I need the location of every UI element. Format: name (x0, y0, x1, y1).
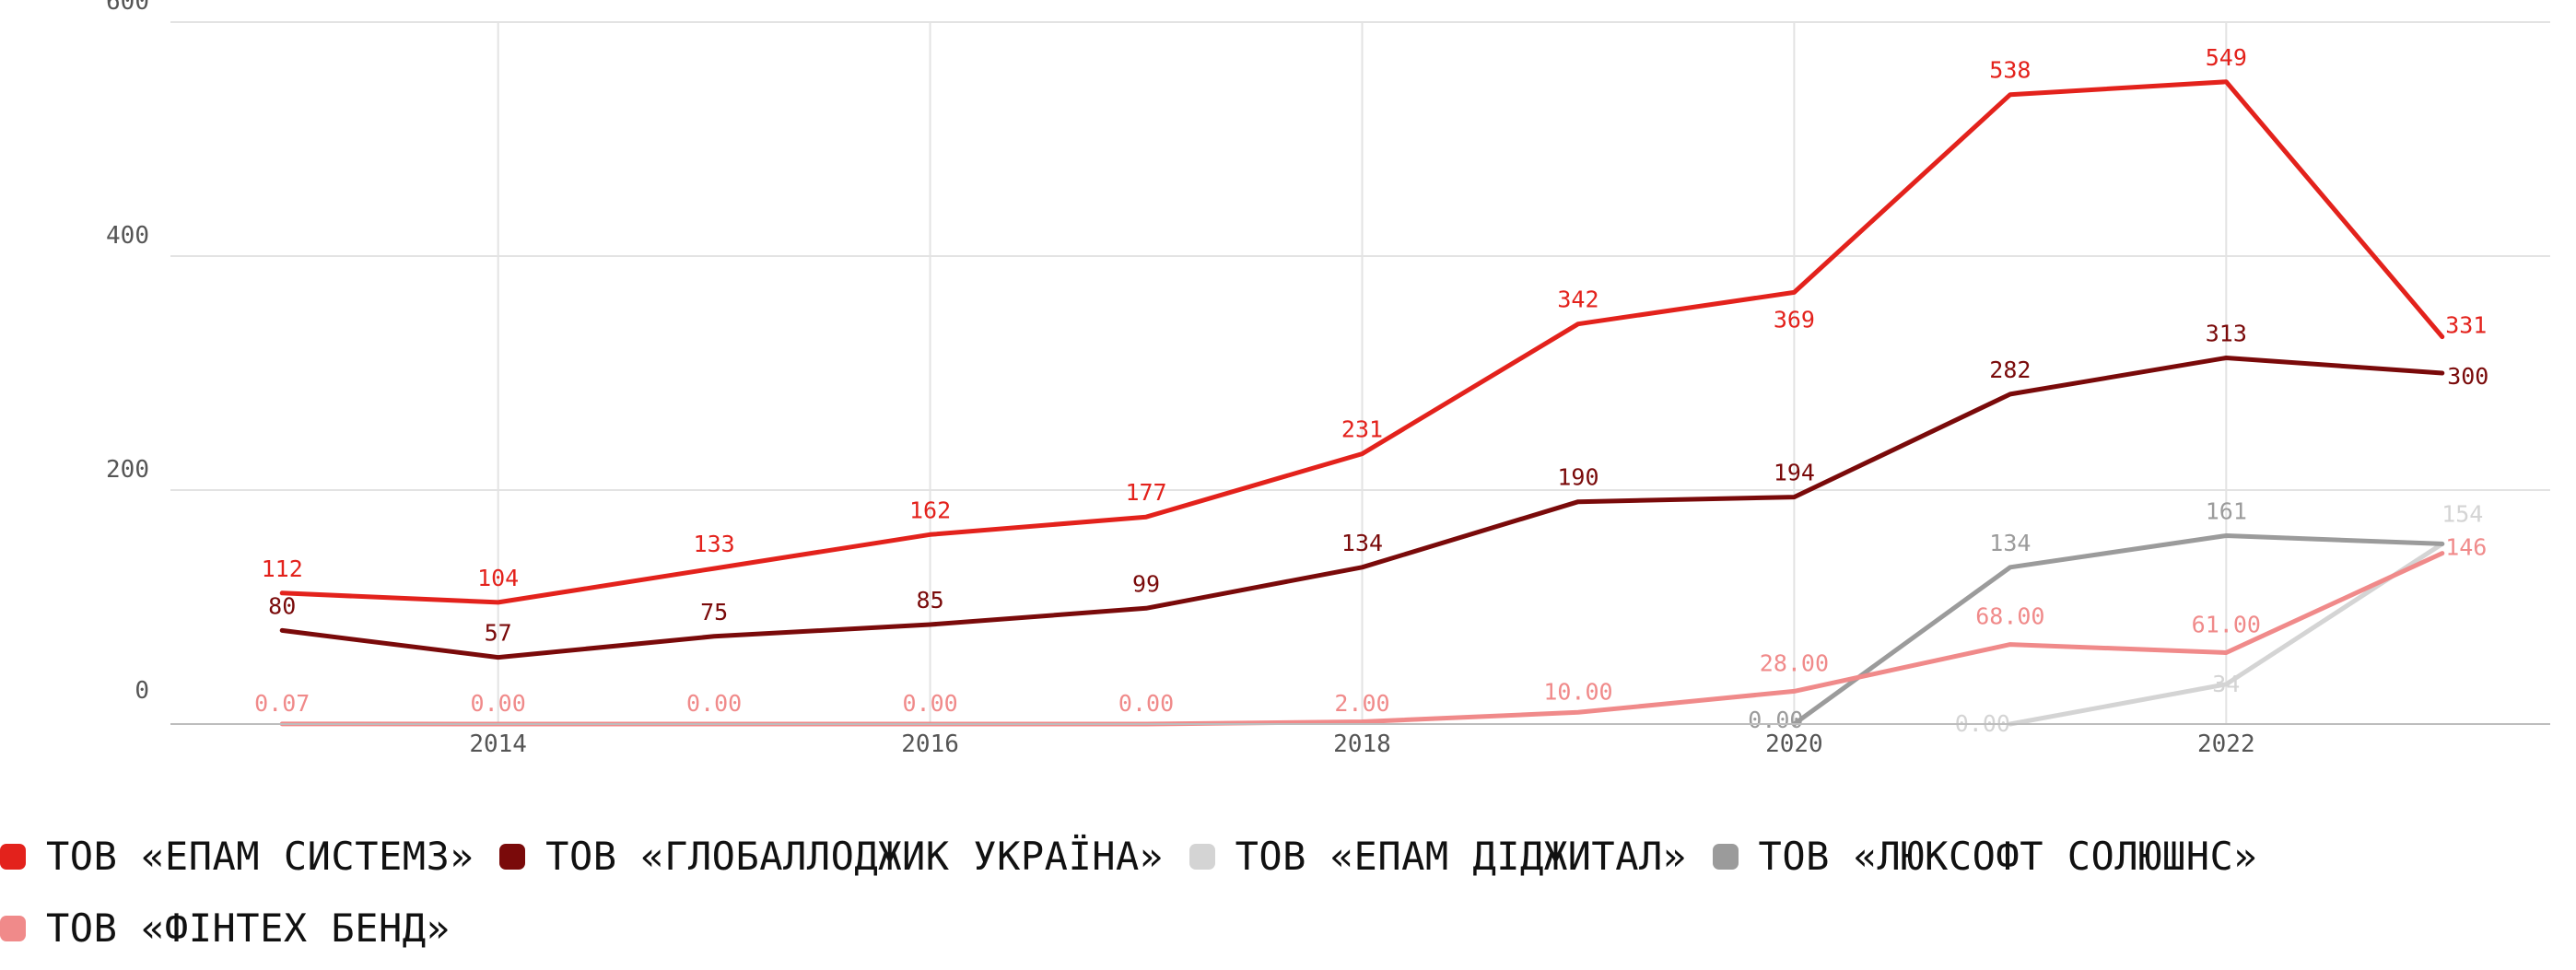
series-line (2008, 541, 2445, 727)
data-label: 68.00 (1975, 603, 2044, 630)
data-label: 28.00 (1760, 649, 1829, 676)
data-label: 0.00 (686, 690, 742, 717)
legend-label: ТОВ «ФІНТЕХ БЕНД» (46, 906, 451, 951)
x-tick-label: 2016 (901, 730, 959, 758)
data-label: 0.07 (254, 690, 310, 717)
data-label: 104 (477, 565, 519, 591)
series-line (279, 79, 2445, 605)
data-label: 161 (2206, 498, 2247, 525)
data-label: 313 (2206, 320, 2247, 346)
data-label: 0.00 (902, 690, 957, 717)
data-label: 134 (1989, 530, 2031, 556)
legend-label: ТОВ «ЕПАМ ДІДЖИТАЛ» (1235, 834, 1687, 879)
data-label: 190 (1557, 464, 1598, 491)
legend-swatch (1188, 843, 1215, 870)
data-label: 75 (700, 599, 728, 625)
data-label: 0.00 (1118, 690, 1174, 717)
data-label: 99 (1132, 570, 1160, 597)
data-label: 194 (1774, 460, 1815, 486)
data-label: 369 (1774, 306, 1815, 333)
data-label: 34 (2212, 671, 2240, 697)
series-line (279, 356, 2445, 660)
legend-item[interactable]: ТОВ «ЕПАМ ДІДЖИТАЛ» (1188, 834, 1687, 879)
y-tick-label: 200 (106, 456, 149, 484)
data-label: 80 (268, 592, 296, 619)
data-label: 154 (2441, 500, 2483, 527)
legend-item[interactable]: ТОВ «ЛЮКСОФТ СОЛЮШНС» (1712, 834, 2258, 879)
legend-label: ТОВ «ЛЮКСОФТ СОЛЮШНС» (1758, 834, 2258, 879)
data-label: 0.00 (471, 690, 526, 717)
legend-swatch (0, 915, 26, 941)
data-label: 10.00 (1543, 678, 1612, 705)
legend-item[interactable]: ТОВ «ГЛОБАЛЛОДЖИК УКРАЇНА» (499, 834, 1163, 879)
data-label: 282 (1989, 356, 2031, 383)
legend-label: ТОВ «ЕПАМ СИСТЕМЗ» (46, 834, 474, 879)
data-label: 146 (2445, 534, 2487, 561)
data-label: 57 (485, 620, 512, 647)
data-label: 85 (917, 587, 944, 614)
x-tick-label: 2022 (2197, 730, 2255, 758)
data-label: 331 (2445, 312, 2487, 339)
chart-data-labels: 112 104 133 162 177 231 342 369 538 549 331 80 57 75 8… (254, 44, 2488, 737)
x-tick-label: 2014 (469, 730, 527, 758)
y-tick-label: 600 (106, 0, 149, 16)
data-label: 112 (262, 555, 303, 582)
legend-swatch (1712, 843, 1739, 870)
data-label: 177 (1125, 479, 1166, 506)
legend-item[interactable]: ТОВ «ЕПАМ СИСТЕМЗ» (0, 834, 474, 879)
data-label: 134 (1341, 530, 1383, 556)
data-label: 342 (1557, 286, 1598, 313)
data-label: 61.00 (2192, 612, 2261, 638)
chart-grid (170, 21, 2550, 724)
x-tick-label: 2020 (1765, 730, 1823, 758)
legend-swatch (499, 843, 526, 870)
data-label: 162 (909, 497, 951, 523)
line-chart: 112 104 133 162 177 231 342 369 538 549 331 80 57 75 8… (106, 0, 2550, 758)
data-label: 0.00 (1748, 707, 1803, 733)
data-label: 300 (2447, 363, 2488, 390)
data-label: 231 (1341, 416, 1383, 443)
data-label: 133 (694, 531, 735, 557)
data-label: 549 (2206, 44, 2247, 71)
chart-axes: 0 200 400 600 2014 2016 2018 2020 2022 (106, 0, 2550, 758)
series-line (1791, 533, 2445, 727)
data-label: 538 (1989, 57, 2031, 84)
y-tick-label: 400 (106, 222, 149, 250)
x-tick-label: 2018 (1333, 730, 1391, 758)
y-tick-label: 0 (135, 677, 149, 705)
legend-item[interactable]: ТОВ «ФІНТЕХ БЕНД» (0, 906, 450, 951)
legend-row-2: ТОВ «ФІНТЕХ БЕНД» (0, 906, 475, 951)
legend-row-1: ТОВ «ЕПАМ СИСТЕМЗ» ТОВ «ГЛОБАЛЛОДЖИК УКР… (0, 834, 2283, 879)
legend-swatch (0, 843, 26, 870)
legend-label: ТОВ «ГЛОБАЛЛОДЖИК УКРАЇНА» (545, 834, 1164, 879)
data-label: 2.00 (1334, 690, 1389, 717)
